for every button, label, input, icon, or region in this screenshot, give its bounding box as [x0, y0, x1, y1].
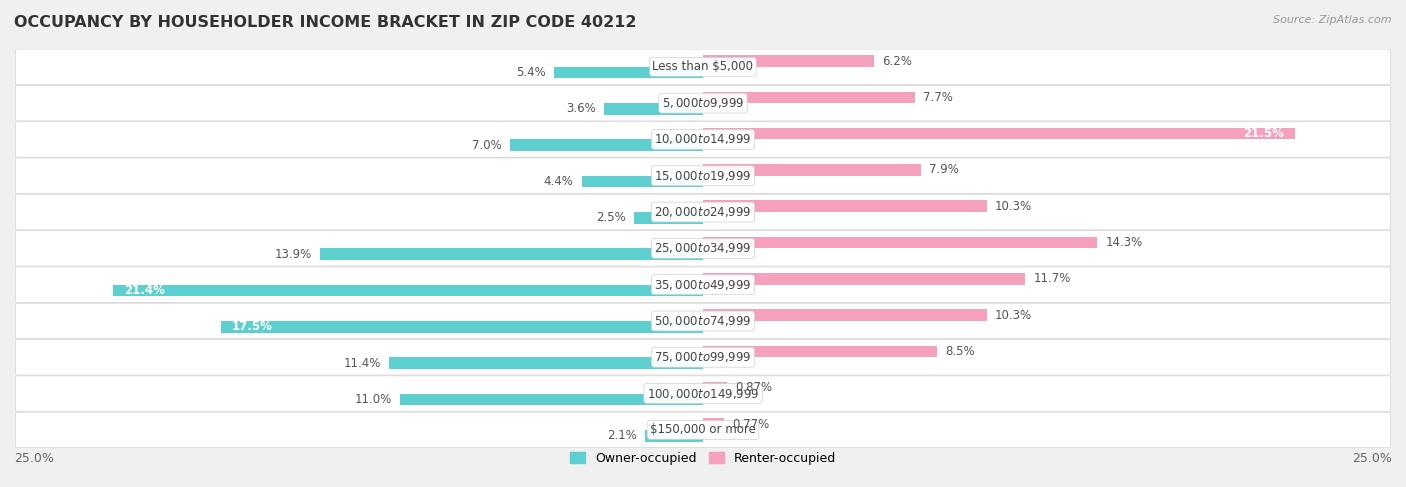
FancyBboxPatch shape — [15, 339, 1391, 375]
FancyBboxPatch shape — [15, 49, 1391, 85]
Text: 10.3%: 10.3% — [995, 200, 1032, 213]
FancyBboxPatch shape — [15, 122, 1391, 157]
Text: $5,000 to $9,999: $5,000 to $9,999 — [662, 96, 744, 110]
Bar — [703, 346, 938, 357]
Text: $25,000 to $34,999: $25,000 to $34,999 — [654, 242, 752, 255]
Text: 14.3%: 14.3% — [1105, 236, 1143, 249]
FancyBboxPatch shape — [15, 412, 1391, 448]
Bar — [703, 55, 875, 67]
Text: $50,000 to $74,999: $50,000 to $74,999 — [654, 314, 752, 328]
Text: 11.0%: 11.0% — [354, 393, 392, 406]
Text: 7.0%: 7.0% — [472, 139, 502, 152]
Text: 13.9%: 13.9% — [274, 248, 312, 261]
Text: 8.5%: 8.5% — [945, 345, 976, 358]
FancyBboxPatch shape — [15, 85, 1391, 121]
Text: $20,000 to $24,999: $20,000 to $24,999 — [654, 205, 752, 219]
Text: 0.87%: 0.87% — [735, 381, 772, 394]
Text: 25.0%: 25.0% — [14, 452, 53, 466]
Text: 11.7%: 11.7% — [1033, 272, 1071, 285]
Text: 6.2%: 6.2% — [882, 55, 912, 68]
Text: 2.5%: 2.5% — [596, 211, 626, 225]
Bar — [703, 273, 1025, 285]
Bar — [510, 139, 703, 151]
Bar — [634, 212, 703, 224]
FancyBboxPatch shape — [15, 267, 1391, 302]
Text: 5.4%: 5.4% — [516, 66, 546, 79]
FancyBboxPatch shape — [15, 158, 1391, 193]
Text: $15,000 to $19,999: $15,000 to $19,999 — [654, 169, 752, 183]
Text: Source: ZipAtlas.com: Source: ZipAtlas.com — [1274, 15, 1392, 25]
FancyBboxPatch shape — [15, 230, 1391, 266]
Bar — [321, 248, 703, 260]
Text: 17.5%: 17.5% — [232, 320, 273, 333]
Bar — [703, 418, 724, 430]
Text: 11.4%: 11.4% — [343, 356, 381, 370]
Text: 0.77%: 0.77% — [733, 417, 769, 431]
Bar — [554, 67, 703, 78]
Bar — [703, 92, 915, 103]
Text: 3.6%: 3.6% — [565, 102, 596, 115]
Bar — [703, 128, 1295, 139]
Text: 21.5%: 21.5% — [1243, 127, 1285, 140]
Bar — [389, 357, 703, 369]
Bar — [703, 309, 987, 321]
Bar — [703, 201, 987, 212]
Bar — [603, 103, 703, 115]
Bar — [645, 430, 703, 442]
Bar — [221, 321, 703, 333]
Text: 7.9%: 7.9% — [929, 164, 959, 176]
Text: $10,000 to $14,999: $10,000 to $14,999 — [654, 132, 752, 147]
Text: 10.3%: 10.3% — [995, 309, 1032, 322]
Text: $35,000 to $49,999: $35,000 to $49,999 — [654, 278, 752, 292]
Text: $75,000 to $99,999: $75,000 to $99,999 — [654, 350, 752, 364]
Bar — [703, 164, 921, 176]
Text: $100,000 to $149,999: $100,000 to $149,999 — [647, 387, 759, 401]
Text: OCCUPANCY BY HOUSEHOLDER INCOME BRACKET IN ZIP CODE 40212: OCCUPANCY BY HOUSEHOLDER INCOME BRACKET … — [14, 15, 637, 30]
Text: 4.4%: 4.4% — [544, 175, 574, 188]
Text: 2.1%: 2.1% — [607, 429, 637, 442]
FancyBboxPatch shape — [15, 303, 1391, 339]
Legend: Owner-occupied, Renter-occupied: Owner-occupied, Renter-occupied — [565, 447, 841, 470]
Bar — [582, 176, 703, 187]
FancyBboxPatch shape — [15, 376, 1391, 412]
Bar — [399, 393, 703, 405]
FancyBboxPatch shape — [15, 194, 1391, 230]
Bar — [703, 237, 1097, 248]
Text: $150,000 or more: $150,000 or more — [650, 423, 756, 436]
Text: 25.0%: 25.0% — [1353, 452, 1392, 466]
Bar — [114, 285, 703, 296]
Text: 21.4%: 21.4% — [124, 284, 165, 297]
Text: Less than $5,000: Less than $5,000 — [652, 60, 754, 74]
Bar — [703, 382, 727, 393]
Text: 7.7%: 7.7% — [924, 91, 953, 104]
